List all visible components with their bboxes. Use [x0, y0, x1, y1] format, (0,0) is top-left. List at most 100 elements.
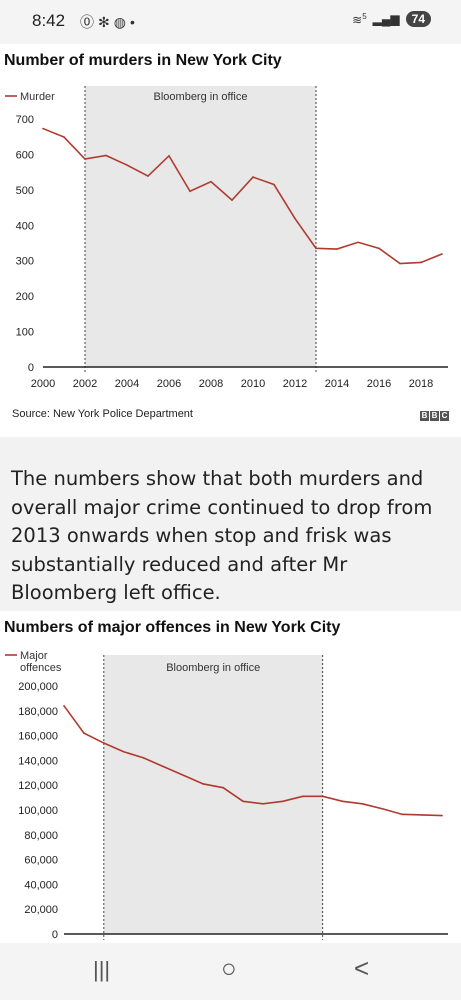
legend-label: offences — [20, 662, 62, 674]
article-paragraph: The numbers show that both murders and o… — [11, 467, 433, 604]
data-point — [105, 154, 107, 157]
x-tick-label: 2008 — [199, 378, 223, 390]
x-tick-label: 2018 — [409, 378, 433, 390]
chart1-source: Source: New York Police Department — [12, 408, 193, 420]
y-tick-label: 0 — [28, 362, 34, 374]
data-point — [147, 175, 149, 177]
dot-icon: • — [129, 14, 139, 30]
data-point — [321, 795, 324, 798]
x-tick-label: 2016 — [367, 378, 391, 390]
recents-button[interactable]: ||| — [93, 957, 111, 982]
data-point — [168, 155, 170, 157]
murders-chart-block: Number of murders in New York City Bloom… — [0, 44, 461, 437]
data-point — [273, 183, 275, 186]
data-point — [182, 774, 185, 777]
x-tick-label: 2004 — [115, 378, 139, 390]
wifi-label: 5 — [362, 11, 367, 21]
data-point — [210, 180, 212, 183]
status-bar: 8:42 ⓪✻◍• ≋5 ▂▄▆ 74 — [0, 0, 461, 44]
y-tick-label: 60,000 — [24, 855, 58, 867]
article-text-band: The numbers show that both murders and o… — [0, 437, 461, 611]
system-nav-bar: ||| ○ < — [0, 943, 461, 1000]
y-tick-label: 200 — [16, 291, 34, 303]
back-button[interactable]: < — [354, 953, 370, 983]
series-line — [42, 127, 443, 265]
data-point — [222, 786, 224, 789]
data-point — [189, 190, 191, 193]
bbc-logo-letter-3: C — [440, 411, 449, 421]
legend-label: Major — [20, 650, 48, 662]
data-point — [399, 262, 401, 265]
chart2-title: Numbers of major offences in New York Ci… — [4, 619, 341, 636]
murders-chart: Bloomberg in office 0 100 200 300 400 500 600 70… — [5, 86, 448, 390]
y-tick-label: 600 — [16, 149, 34, 161]
notification-icons: ⓪✻◍• — [80, 12, 139, 32]
data-point — [341, 800, 344, 803]
data-point — [315, 247, 317, 250]
status-time: 8:42 — [32, 11, 66, 30]
data-point — [336, 248, 338, 250]
data-point — [102, 742, 105, 744]
data-point — [63, 705, 65, 707]
data-point — [202, 783, 205, 785]
data-point — [441, 814, 443, 817]
y-tick-label: 180,000 — [18, 706, 58, 718]
y-tick-label: 400 — [16, 220, 34, 232]
data-point — [420, 261, 422, 264]
data-point — [282, 800, 284, 803]
shaded-region — [85, 86, 316, 367]
wifi-icon: ≋5 — [352, 11, 367, 27]
data-point — [262, 803, 264, 805]
x-tick-label: 2002 — [73, 378, 97, 390]
data-point — [361, 803, 364, 805]
offences-chart: Bloomberg in office 0 20,000 40,000 60,000 80… — [5, 650, 448, 941]
data-point — [301, 795, 304, 798]
data-point — [231, 199, 233, 201]
y-tick-label: 0 — [52, 929, 58, 941]
data-point — [242, 800, 244, 803]
y-tick-label: 140,000 — [18, 755, 58, 767]
data-point — [83, 732, 85, 734]
bbc-logo-letter-2: B — [430, 411, 439, 421]
home-button[interactable]: ○ — [221, 953, 237, 983]
y-tick-label: 100 — [16, 327, 34, 339]
data-point — [63, 136, 65, 138]
x-tick-label: 2006 — [157, 378, 181, 390]
data-point — [142, 757, 145, 759]
x-tick-label: 2012 — [283, 378, 307, 390]
y-tick-label: 120,000 — [18, 780, 58, 792]
data-point — [252, 176, 254, 178]
x-tick-label: 2010 — [241, 378, 265, 390]
x-tick-label: 2014 — [325, 378, 349, 390]
data-point — [126, 164, 128, 166]
shaded-region — [103, 655, 323, 934]
data-point — [401, 813, 404, 816]
data-point — [441, 253, 443, 255]
data-point — [381, 807, 384, 810]
data-point — [357, 241, 359, 244]
data-point — [42, 127, 44, 130]
offences-chart-block: Numbers of major offences in New York Ci… — [0, 611, 461, 943]
y-tick-label: 20,000 — [24, 904, 58, 916]
data-point — [122, 750, 125, 753]
shield-icon: ◍ — [113, 14, 130, 30]
data-point — [421, 814, 423, 816]
legend-label: Murder — [20, 91, 55, 103]
shade-annotation: Bloomberg in office — [166, 662, 260, 674]
bbc-logo-letter-1: B — [420, 411, 429, 421]
data-point — [84, 158, 86, 160]
pinwheel-icon: ✻ — [98, 14, 114, 30]
y-tick-label: 300 — [16, 256, 34, 268]
system-icons: ≋5 ▂▄▆ 74 — [352, 11, 431, 27]
data-point — [294, 217, 296, 220]
shade-annotation: Bloomberg in office — [154, 91, 248, 103]
chart1-title: Number of murders in New York City — [4, 52, 282, 69]
data-point — [162, 765, 165, 768]
x-tick-label: 2000 — [31, 378, 55, 390]
battery-indicator: 74 — [405, 11, 431, 27]
y-tick-label: 200,000 — [18, 681, 58, 693]
y-tick-label: 160,000 — [18, 731, 58, 743]
data-point — [378, 247, 380, 250]
y-tick-label: 40,000 — [24, 879, 58, 891]
